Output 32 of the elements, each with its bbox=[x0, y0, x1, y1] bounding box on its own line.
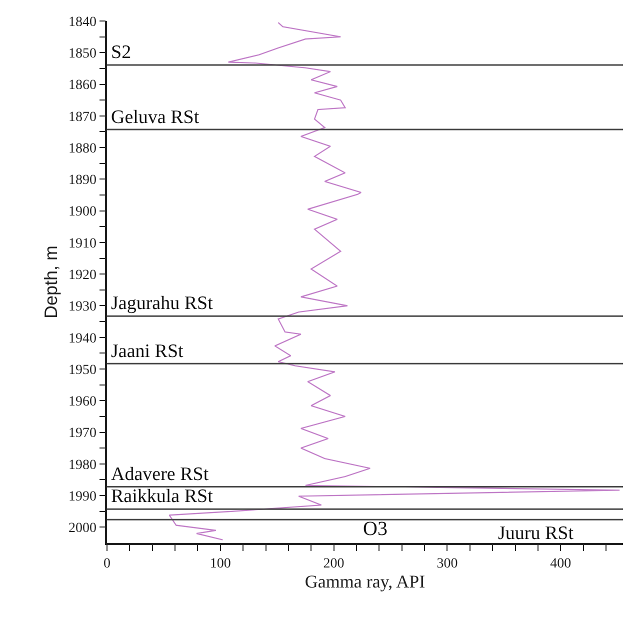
y-tick-label: 1910 bbox=[68, 236, 96, 252]
y-tick-label: 2000 bbox=[68, 521, 96, 536]
ref-line-label: Juuru RSt bbox=[498, 523, 574, 544]
y-tick-label: 1920 bbox=[68, 268, 96, 283]
y-tick-label: 1990 bbox=[68, 489, 96, 504]
y-tick-label: 1980 bbox=[68, 458, 96, 473]
y-tick-label: 1850 bbox=[68, 46, 96, 62]
ref-line-label: Jagurahu RSt bbox=[111, 293, 214, 314]
ref-line-label: Geluva RSt bbox=[111, 107, 200, 128]
ref-line-label: Raikkula RSt bbox=[111, 486, 214, 507]
y-tick-label: 1880 bbox=[68, 141, 96, 156]
y-tick-label: 1870 bbox=[68, 110, 96, 125]
x-axis-title: Gamma ray, API bbox=[304, 572, 426, 592]
x-tick-label: 0 bbox=[104, 556, 110, 572]
y-tick-label: 1860 bbox=[68, 78, 96, 94]
annotation: O3 bbox=[363, 518, 388, 540]
ref-line-label: Adavere RSt bbox=[111, 464, 210, 485]
y-axis-title: Depth, m bbox=[41, 245, 62, 319]
ref-line-label: S2 bbox=[111, 42, 132, 63]
y-tick-label: 1840 bbox=[68, 14, 96, 30]
y-tick-label: 1960 bbox=[68, 394, 96, 410]
y-tick-label: 1930 bbox=[68, 300, 96, 315]
y-tick-label: 1950 bbox=[68, 362, 96, 378]
y-tick-label: 1890 bbox=[68, 173, 96, 188]
y-tick-label: 1940 bbox=[68, 331, 96, 346]
x-tick-label: 400 bbox=[550, 556, 572, 572]
x-tick-label: 300 bbox=[436, 556, 458, 572]
y-tick-label: 1970 bbox=[68, 426, 96, 442]
x-tick-label: 200 bbox=[323, 556, 344, 572]
x-tick-label: 100 bbox=[210, 556, 231, 572]
y-tick-label: 1900 bbox=[68, 204, 96, 220]
ref-line-label: Jaani RSt bbox=[111, 341, 184, 362]
